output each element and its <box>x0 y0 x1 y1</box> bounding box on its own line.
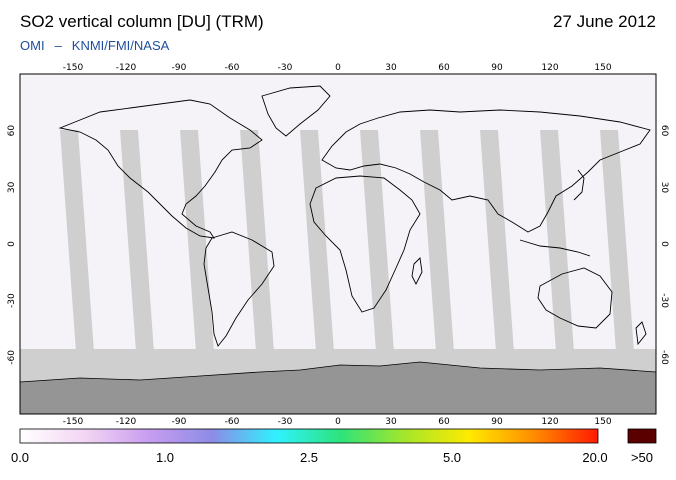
lon-tick-label: 0 <box>335 417 341 427</box>
lat-tick-label: -30 <box>659 293 669 308</box>
orbit-gap-swath <box>420 130 454 352</box>
lon-tick-label: -150 <box>63 63 84 73</box>
lat-tick-label: 0 <box>7 241 17 247</box>
map-date: 27 June 2012 <box>552 12 656 31</box>
north-america <box>58 99 263 239</box>
lon-ticks-top: -150 -120 -90 -60 -30 0 30 60 90 120 150 <box>63 63 612 73</box>
source-dash: – <box>54 38 62 53</box>
lon-tick-label: 30 <box>385 417 397 427</box>
source-prefix: OMI <box>20 38 45 53</box>
eurasia <box>321 109 651 233</box>
lat-tick-label: 30 <box>7 181 17 193</box>
colorbar-label-4: 20.0 <box>582 450 608 465</box>
map-title: SO2 vertical column [DU] (TRM) <box>20 12 264 31</box>
lon-tick-label: 60 <box>438 63 450 73</box>
orbit-gap-swath <box>600 130 634 352</box>
lat-tick-label: 30 <box>659 182 669 194</box>
colorbar-label-2: 2.5 <box>299 450 319 465</box>
colorbar-label-0: 0.0 <box>10 450 30 465</box>
orbit-gap-swath <box>180 130 214 352</box>
lat-ticks-left: 60 30 0 -30 -60 <box>7 125 17 365</box>
lon-tick-label: 0 <box>335 63 341 73</box>
lon-tick-label: -30 <box>278 63 293 73</box>
colorbar-label-1: 1.0 <box>155 450 175 465</box>
colorbar-overflow <box>627 428 657 444</box>
lon-tick-label: 120 <box>541 417 558 427</box>
indonesia <box>519 239 591 257</box>
map-area <box>20 74 656 414</box>
lon-tick-label: -90 <box>172 417 187 427</box>
lat-tick-label: 60 <box>659 125 669 137</box>
colorbar-label-5: >50 <box>630 450 654 465</box>
lon-tick-label: 90 <box>491 63 503 73</box>
lat-tick-label: -30 <box>7 293 17 308</box>
lat-ticks-right: 60 30 0 -30 -60 <box>659 125 669 365</box>
map-frame <box>19 73 657 415</box>
japan <box>573 169 585 201</box>
orbit-gap-swath <box>300 130 334 352</box>
antarctica <box>20 361 656 414</box>
lon-tick-label: 150 <box>594 63 611 73</box>
orbit-gap-swath <box>480 130 514 352</box>
lon-tick-label: -120 <box>116 63 137 73</box>
orbit-gap-swath <box>540 130 574 352</box>
lon-tick-label: -150 <box>63 417 84 427</box>
lon-tick-label: 30 <box>385 63 397 73</box>
orbit-gap-swath <box>360 130 394 352</box>
lon-tick-label: -30 <box>278 417 293 427</box>
lon-tick-label: -60 <box>225 417 240 427</box>
coastlines <box>58 85 651 347</box>
new-zealand <box>635 321 647 346</box>
south-america <box>203 231 275 347</box>
lat-tick-label: -60 <box>659 350 669 365</box>
lon-tick-label: -60 <box>225 63 240 73</box>
orbit-gap-swath <box>240 130 274 352</box>
colorbar-label-3: 5.0 <box>442 450 462 465</box>
africa <box>309 175 421 313</box>
lon-tick-label: 150 <box>594 417 611 427</box>
madagascar <box>411 257 423 286</box>
lon-tick-label: -90 <box>172 63 187 73</box>
lon-ticks-bottom: -150 -120 -90 -60 -30 0 30 60 90 120 150 <box>63 417 612 427</box>
lon-tick-label: 90 <box>491 417 503 427</box>
orbit-gap-swath <box>60 130 94 352</box>
greenland <box>261 85 331 137</box>
lat-tick-label: -60 <box>7 350 17 365</box>
orbit-gap-swath <box>120 130 154 352</box>
colorbar-gradient <box>19 428 599 444</box>
lon-tick-label: 60 <box>438 417 450 427</box>
source-agencies: KNMI/FMI/NASA <box>71 38 170 53</box>
lat-tick-label: 60 <box>7 125 17 137</box>
data-source: OMI – KNMI/FMI/NASA <box>20 38 179 53</box>
orbit-gaps <box>60 130 634 352</box>
australia <box>537 267 613 329</box>
lat-tick-label: 0 <box>659 241 669 247</box>
lon-tick-label: -120 <box>116 417 137 427</box>
lon-tick-label: 120 <box>541 63 558 73</box>
